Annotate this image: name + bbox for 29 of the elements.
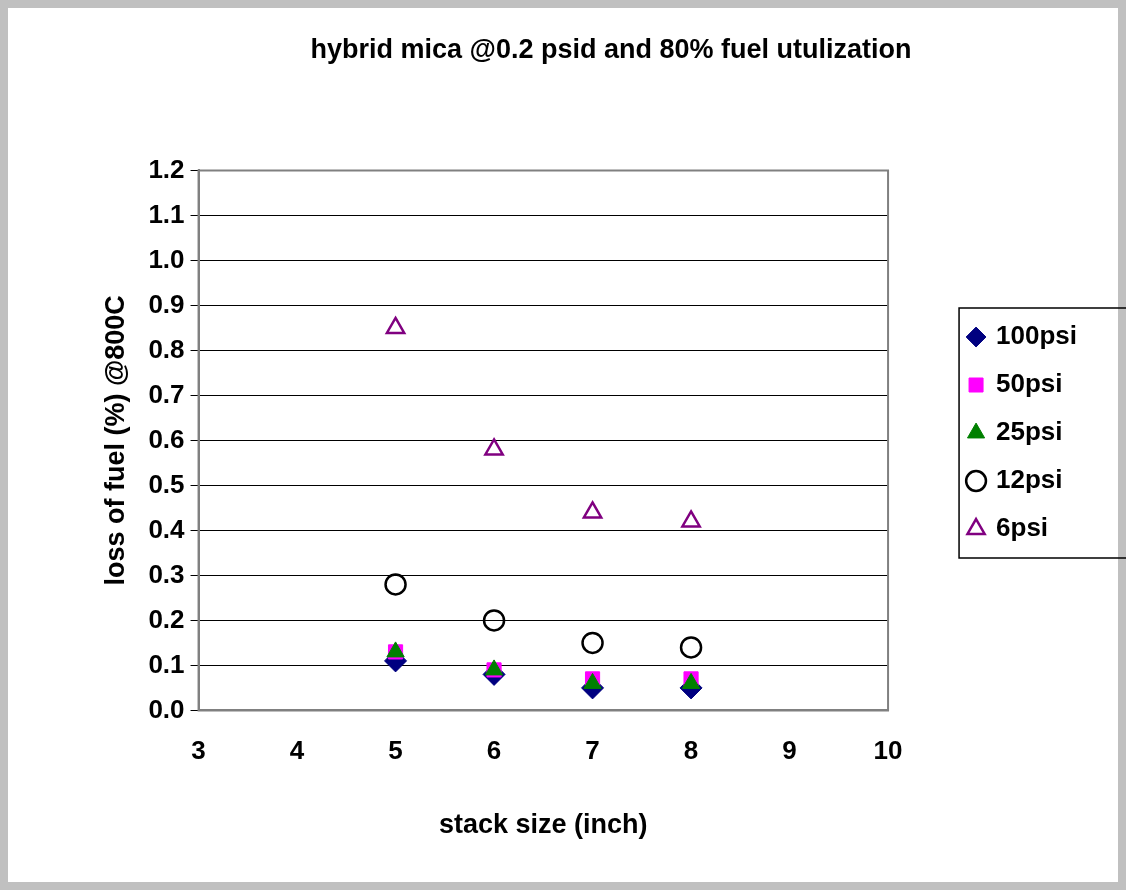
y-tick-label: 0.6 [148, 423, 185, 454]
y-tick-label: 0.5 [148, 468, 185, 499]
legend-label: 50psi [996, 368, 1063, 399]
x-tick-label: 8 [683, 735, 699, 766]
y-tick-label: 0.9 [148, 288, 185, 319]
y-tick-label: 1.0 [148, 243, 185, 274]
x-tick-label: 10 [873, 735, 903, 766]
y-tick-label: 1.1 [148, 198, 185, 229]
y-tick-label: 1.2 [148, 153, 185, 184]
legend-label: 100psi [996, 320, 1078, 351]
y-tick-label: 0.8 [148, 333, 185, 364]
legend-label: 12psi [996, 464, 1063, 495]
y-tick-label: 0.0 [148, 693, 185, 724]
y-tick-label: 0.4 [148, 513, 186, 544]
y-tick-label: 0.1 [148, 648, 185, 679]
legend-label: 25psi [996, 416, 1063, 447]
x-tick-label: 4 [289, 735, 305, 766]
x-tick-label: 6 [486, 735, 502, 766]
y-tick-label: 0.2 [148, 603, 185, 634]
x-tick-label: 9 [782, 735, 797, 766]
chart-title: hybrid mica @0.2 psid and 80% fuel utulization [310, 33, 912, 64]
x-tick-label: 7 [585, 735, 600, 766]
y-tick-label: 0.3 [148, 558, 185, 589]
x-tick-label: 5 [388, 735, 403, 766]
y-tick-label: 0.7 [148, 378, 185, 409]
x-axis-title: stack size (inch) [439, 809, 648, 840]
x-tick-label: 3 [191, 735, 206, 766]
legend-label: 6psi [996, 512, 1049, 543]
y-axis-title: loss of fuel (%) @800C [99, 295, 130, 586]
